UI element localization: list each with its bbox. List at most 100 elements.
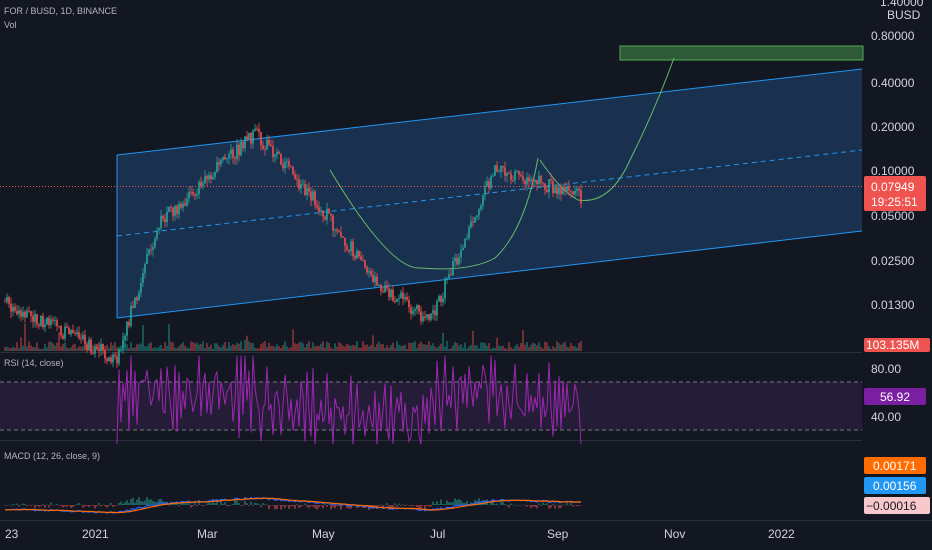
candle-body[interactable] xyxy=(46,317,48,325)
candle-body[interactable] xyxy=(222,156,224,160)
candle-body[interactable] xyxy=(78,332,80,339)
candle-body[interactable] xyxy=(10,303,12,312)
candle-body[interactable] xyxy=(348,249,350,252)
candle-body[interactable] xyxy=(420,311,422,322)
candle-body[interactable] xyxy=(216,162,218,173)
candle-body[interactable] xyxy=(218,162,220,165)
candle-body[interactable] xyxy=(242,141,244,149)
candle-body[interactable] xyxy=(48,317,50,326)
candle-body[interactable] xyxy=(332,215,334,231)
candle-body[interactable] xyxy=(484,186,486,196)
candle-body[interactable] xyxy=(554,187,556,194)
candle-body[interactable] xyxy=(454,257,456,262)
candle-body[interactable] xyxy=(146,253,148,265)
candle-body[interactable] xyxy=(434,310,436,316)
candle-body[interactable] xyxy=(552,180,554,194)
candle-body[interactable] xyxy=(232,149,234,158)
candle-body[interactable] xyxy=(304,183,306,196)
candle-body[interactable] xyxy=(306,187,308,196)
candle-body[interactable] xyxy=(238,144,240,156)
candle-body[interactable] xyxy=(362,259,364,261)
candle-body[interactable] xyxy=(382,291,384,293)
candle-body[interactable] xyxy=(136,297,138,301)
candle-body[interactable] xyxy=(466,238,468,239)
candle-body[interactable] xyxy=(30,311,32,316)
candle-body[interactable] xyxy=(356,250,358,259)
candle-body[interactable] xyxy=(436,301,438,316)
candle-body[interactable] xyxy=(226,158,228,160)
candle-body[interactable] xyxy=(174,205,176,216)
candle-body[interactable] xyxy=(266,139,268,150)
candle-body[interactable] xyxy=(358,250,360,257)
candle-body[interactable] xyxy=(308,187,310,192)
candle-body[interactable] xyxy=(54,320,56,322)
candle-body[interactable] xyxy=(560,187,562,195)
candle-body[interactable] xyxy=(566,186,568,192)
candle-body[interactable] xyxy=(546,189,548,193)
candle-body[interactable] xyxy=(576,188,578,191)
candle-body[interactable] xyxy=(510,173,512,181)
candle-body[interactable] xyxy=(492,175,494,177)
candle-body[interactable] xyxy=(556,187,558,195)
candle-body[interactable] xyxy=(12,306,14,312)
candle-body[interactable] xyxy=(338,231,340,233)
candle-body[interactable] xyxy=(156,230,158,239)
candle-body[interactable] xyxy=(250,132,252,144)
candle-body[interactable] xyxy=(440,296,442,303)
candle-body[interactable] xyxy=(346,245,348,250)
candle-body[interactable] xyxy=(144,264,146,274)
candle-body[interactable] xyxy=(314,191,316,206)
candle-body[interactable] xyxy=(384,285,386,293)
signal-line[interactable] xyxy=(5,497,581,514)
candle-body[interactable] xyxy=(396,298,398,302)
candle-body[interactable] xyxy=(124,335,126,341)
candle-body[interactable] xyxy=(322,210,324,217)
candle-body[interactable] xyxy=(478,209,480,216)
candle-body[interactable] xyxy=(368,271,370,273)
candle-body[interactable] xyxy=(568,186,570,191)
candle-body[interactable] xyxy=(452,261,454,276)
candle-body[interactable] xyxy=(132,306,134,308)
candle-body[interactable] xyxy=(408,299,410,308)
candle-body[interactable] xyxy=(272,146,274,157)
candle-body[interactable] xyxy=(110,357,112,363)
candle-body[interactable] xyxy=(56,320,58,327)
candle-body[interactable] xyxy=(244,136,246,149)
candle-body[interactable] xyxy=(50,319,52,326)
candle-body[interactable] xyxy=(42,315,44,328)
candle-body[interactable] xyxy=(318,207,320,212)
candle-body[interactable] xyxy=(414,309,416,311)
candle-body[interactable] xyxy=(166,211,168,222)
candle-body[interactable] xyxy=(284,161,286,169)
candle-body[interactable] xyxy=(92,352,94,354)
candle-body[interactable] xyxy=(398,297,400,299)
candle-body[interactable] xyxy=(8,297,10,304)
candle-body[interactable] xyxy=(424,316,426,318)
candle-body[interactable] xyxy=(428,314,430,320)
candle-body[interactable] xyxy=(280,153,282,165)
candle-body[interactable] xyxy=(148,249,150,254)
candle-body[interactable] xyxy=(502,166,504,168)
candle-body[interactable] xyxy=(494,165,496,176)
rsi-line[interactable] xyxy=(116,355,582,445)
candle-body[interactable] xyxy=(310,191,312,201)
candle-body[interactable] xyxy=(282,164,284,169)
candle-body[interactable] xyxy=(170,206,172,208)
candle-body[interactable] xyxy=(438,296,440,302)
candle-body[interactable] xyxy=(58,326,60,327)
candle-body[interactable] xyxy=(372,274,374,283)
candle-body[interactable] xyxy=(72,329,74,334)
candle-body[interactable] xyxy=(38,324,40,326)
candle-body[interactable] xyxy=(220,159,222,165)
candle-body[interactable] xyxy=(14,306,16,311)
candle-body[interactable] xyxy=(204,176,206,184)
candle-body[interactable] xyxy=(214,172,216,177)
candle-body[interactable] xyxy=(114,354,116,357)
candle-body[interactable] xyxy=(66,326,68,328)
candle-body[interactable] xyxy=(446,278,448,280)
candle-body[interactable] xyxy=(326,208,328,220)
candle-body[interactable] xyxy=(550,179,552,181)
candle-body[interactable] xyxy=(278,151,280,154)
candle-body[interactable] xyxy=(508,172,510,174)
